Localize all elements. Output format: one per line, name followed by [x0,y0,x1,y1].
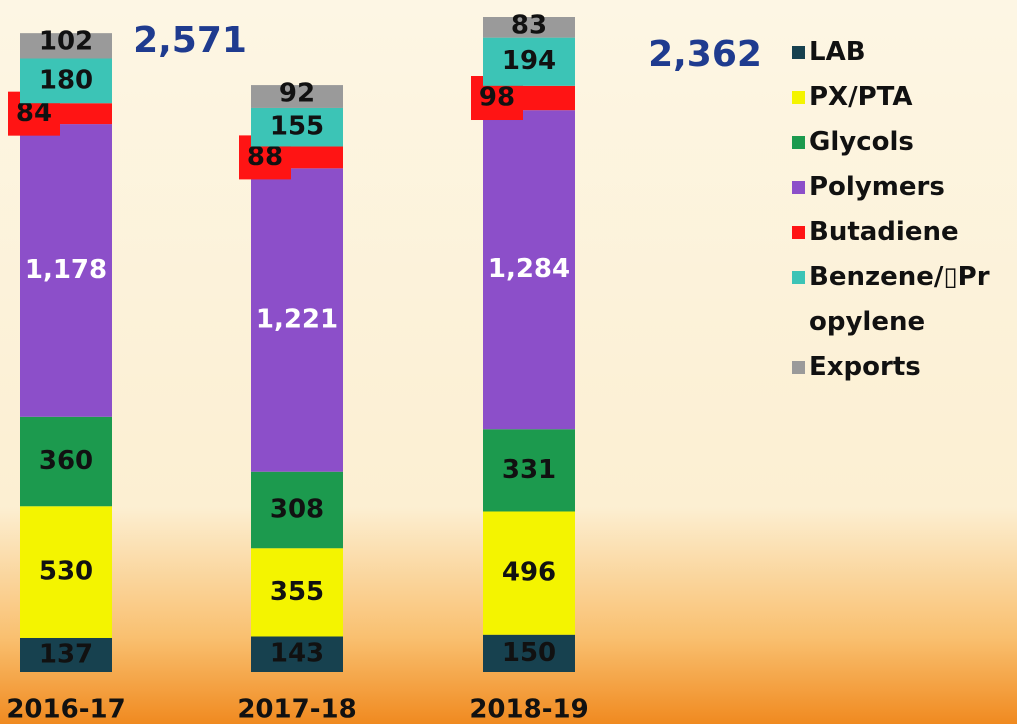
legend-label: Polymers [809,172,945,202]
data-label: 194 [502,46,556,76]
bar-segment [251,548,343,637]
legend-item: Polymers [792,165,1007,210]
legend-item: Glycols [792,120,1007,165]
bar-segment [20,637,112,672]
bar-segment [20,506,112,638]
bar-segment [483,17,575,38]
bar-segment [251,636,343,672]
legend-label: Glycols [809,127,914,157]
legend-label: Butadiene [809,217,959,247]
bar-segment [251,107,343,147]
data-label: 180 [39,65,93,95]
legend-label: Benzene/▯Propylene [809,262,990,337]
data-label: 308 [270,494,324,524]
x-tick-label: 2018-19 [469,695,588,724]
data-label: 83 [511,11,547,41]
legend-swatch [792,271,805,284]
data-label: 92 [279,79,315,109]
data-label: 102 [39,27,93,57]
data-label: 88 [247,142,283,172]
legend-item: Benzene/▯Propylene [792,255,1007,345]
bar-segment [20,58,112,104]
legend-swatch [792,136,805,149]
x-tick-label: 2016-17 [6,695,125,724]
data-label: 150 [502,638,556,668]
data-label: 137 [39,639,93,669]
bar-segment [483,634,575,672]
data-label: 331 [502,455,556,485]
bar-segment [20,416,112,507]
bar-segment [251,85,343,108]
total-annotation: 2,571 [133,20,247,61]
data-label: 98 [479,83,515,113]
bar-segment [20,33,112,59]
legend-swatch [792,91,805,104]
data-label: 155 [270,112,324,142]
legend-item: PX/PTA [792,75,1007,120]
legend-label: Exports [809,352,921,382]
total-annotation: 2,362 [648,34,762,75]
legend: LAB PX/PTA Glycols Polymers Butadiene Benzene… [792,30,1007,390]
data-label: 143 [270,639,324,669]
bar-segment [483,110,575,430]
bar-segment [20,124,112,417]
data-label: 530 [39,557,93,587]
x-tick-label: 2017-18 [237,695,356,724]
data-label: 1,284 [488,254,570,284]
bar-segment [483,37,575,86]
legend-swatch [792,361,805,374]
bar-segment [483,429,575,512]
data-label: 360 [39,446,93,476]
bar-segment [483,511,575,635]
bar-segment [251,168,343,472]
legend-item: Butadiene [792,210,1007,255]
legend-swatch [792,181,805,194]
data-label: 496 [502,558,556,588]
legend-label: PX/PTA [809,82,913,112]
data-label: 355 [270,577,324,607]
data-label: 1,221 [256,305,338,335]
legend-label: LAB [809,37,866,67]
data-label: 1,178 [25,255,107,285]
legend-item: Exports [792,345,1007,390]
legend-swatch [792,226,805,239]
bar-segment [251,471,343,549]
legend-item: LAB [792,30,1007,75]
legend-swatch [792,46,805,59]
